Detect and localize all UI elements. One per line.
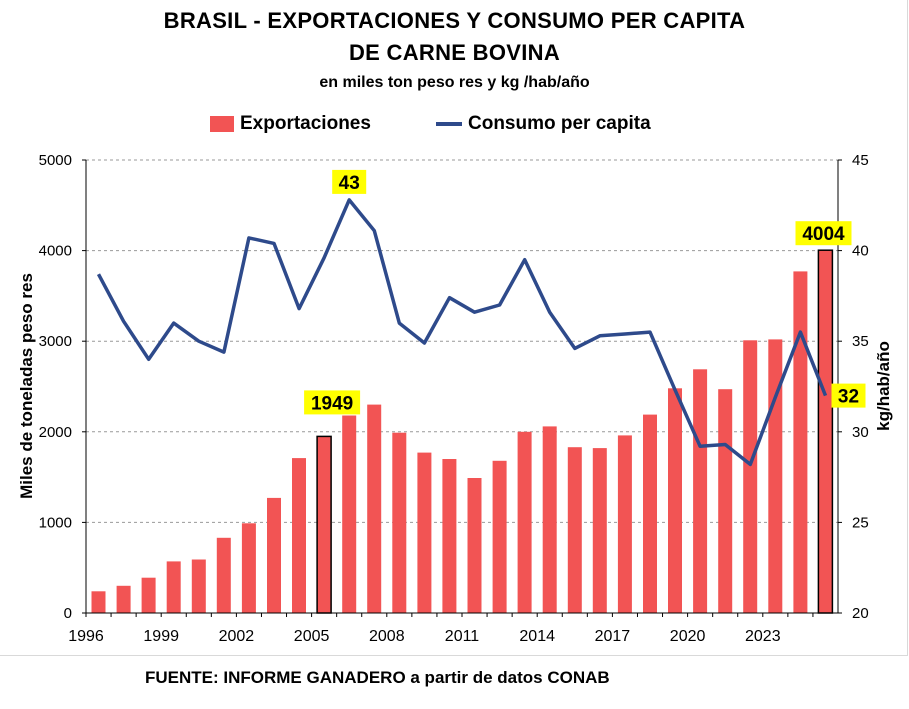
bar-exportaciones-1997 xyxy=(116,585,131,613)
annotation-label-32: 32 xyxy=(838,387,859,408)
bar-exportaciones-2002 xyxy=(241,523,256,613)
line-consumo-per-capita xyxy=(96,198,828,467)
y-tick-label-right: 25 xyxy=(852,514,869,531)
legend-swatch-bar xyxy=(210,116,234,132)
legend-item-exportaciones: Exportaciones xyxy=(210,113,371,135)
bar-exportaciones-2005 xyxy=(316,435,332,614)
bar-exportaciones-1999 xyxy=(166,561,181,613)
x-tick-label: 2005 xyxy=(294,628,330,645)
bar-exportaciones-2011 xyxy=(467,478,482,613)
source-note: FUENTE: INFORME GANADERO a partir de dat… xyxy=(145,668,610,687)
y-tick-label-right: 35 xyxy=(852,333,869,350)
y-tick-label-right: 20 xyxy=(852,605,869,622)
x-tick-label: 2014 xyxy=(519,628,555,645)
bar-exportaciones-2004 xyxy=(292,458,306,613)
x-tick-label: 2020 xyxy=(670,628,706,645)
legend-swatch-line xyxy=(436,122,462,126)
bar-exportaciones-2013 xyxy=(517,431,532,613)
bar-exportaciones-2003 xyxy=(267,497,281,613)
bar-exportaciones-2009 xyxy=(417,452,432,613)
bar-exportaciones-2021 xyxy=(718,389,733,613)
bar-exportaciones-1996 xyxy=(91,591,106,613)
annotation-box-43 xyxy=(332,169,367,194)
bar-exportaciones-2007 xyxy=(367,404,382,613)
bar-exportaciones-1998 xyxy=(141,577,156,613)
legend-item-consumo: Consumo per capita xyxy=(436,113,651,135)
annotation-label-4004: 4004 xyxy=(802,224,845,245)
y-tick-label-right: 45 xyxy=(852,152,869,169)
chart-frame xyxy=(0,0,908,656)
x-tick-label: 2017 xyxy=(595,628,631,645)
bar-exportaciones-2010 xyxy=(442,459,457,613)
annotation-box-32 xyxy=(831,383,866,408)
bar-exportaciones-2000 xyxy=(191,559,206,613)
x-tick-label: 1999 xyxy=(143,628,179,645)
y-tick-label-left: 4000 xyxy=(39,243,72,260)
bar-exportaciones-2020 xyxy=(693,369,708,613)
x-tick-label: 2023 xyxy=(745,628,781,645)
bar-exportaciones-2024 xyxy=(793,271,808,613)
bar-exportaciones-2017 xyxy=(617,435,632,613)
legend-label-exportaciones: Exportaciones xyxy=(240,113,371,134)
chart-subtitle: en miles ton peso res y kg /hab/año xyxy=(319,74,590,91)
legend-label-consumo: Consumo per capita xyxy=(468,113,651,134)
y-tick-label-left: 1000 xyxy=(39,514,72,531)
annotation-label-1949: 1949 xyxy=(311,393,353,414)
bar-exportaciones-2001 xyxy=(216,537,231,613)
bar-exportaciones-2014 xyxy=(542,426,557,613)
x-tick-label: 1996 xyxy=(68,628,104,645)
bar-exportaciones-2016 xyxy=(592,448,607,613)
y-tick-label-left: 5000 xyxy=(39,152,72,169)
bar-exportaciones-2025 xyxy=(817,249,834,614)
bar-exportaciones-2015 xyxy=(567,447,582,613)
y-tick-label-right: 30 xyxy=(852,424,869,441)
annotation-box-4004 xyxy=(795,221,852,246)
x-tick-label: 2008 xyxy=(369,628,405,645)
bar-exportaciones-2019 xyxy=(668,388,682,613)
y-tick-label-left: 0 xyxy=(64,605,72,622)
chart-title-line2: DE CARNE BOVINA xyxy=(348,40,561,65)
y-tick-label-left: 3000 xyxy=(39,333,72,350)
y-tick-label-left: 2000 xyxy=(39,424,72,441)
annotation-box-1949 xyxy=(304,390,361,415)
bar-exportaciones-2006 xyxy=(342,415,357,613)
bar-exportaciones-2022 xyxy=(743,340,758,613)
bar-exportaciones-2018 xyxy=(643,414,657,613)
y-tick-label-right: 40 xyxy=(852,243,869,260)
annotation-label-43: 43 xyxy=(339,173,360,194)
x-tick-label: 2002 xyxy=(219,628,255,645)
x-tick-label: 2011 xyxy=(445,628,480,645)
chart-title: BRASIL - EXPORTACIONES Y CONSUMO PER CAP… xyxy=(163,8,746,33)
bar-exportaciones-2012 xyxy=(492,460,507,613)
bar-exportaciones-2008 xyxy=(392,432,407,613)
